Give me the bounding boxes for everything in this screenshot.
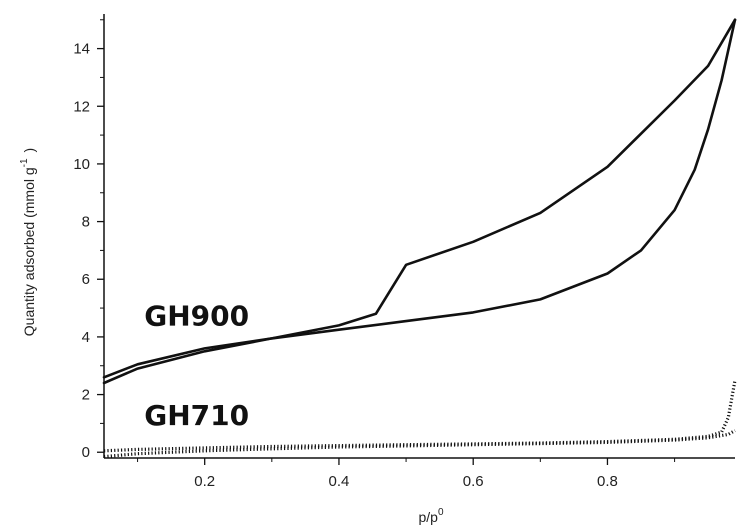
x-tick-label: 0.2 <box>194 473 215 490</box>
y-tick-label: 8 <box>82 214 90 231</box>
y-tick-label: 0 <box>82 444 90 461</box>
gh900-adsorption-line <box>102 18 737 385</box>
x-tick-label: 0.4 <box>329 473 350 490</box>
x-ticks: 0.2 0.4 0.6 0.8 <box>137 458 676 490</box>
gh900-label: GH900 <box>144 299 249 332</box>
y-tick-label: 6 <box>82 271 90 288</box>
axes <box>103 14 735 459</box>
x-tick-label: 0.8 <box>597 473 618 490</box>
x-tick-label: 0.6 <box>463 473 484 490</box>
gh710-desorption-line <box>103 379 737 453</box>
gh710-adsorption-line <box>103 429 736 459</box>
x-axis-label: p/p0 <box>418 507 443 525</box>
annotation-layer: GH900 GH710 <box>144 299 249 431</box>
gh900-desorption-line <box>102 18 737 379</box>
y-tick-label: 14 <box>73 41 90 58</box>
y-ticks: 0 2 4 6 8 10 12 14 <box>73 19 104 461</box>
y-tick-label: 2 <box>82 387 90 404</box>
y-axis-label: Quantity adsorbed (mmol g-1) <box>19 148 37 336</box>
y-tick-label: 10 <box>73 156 90 173</box>
gh710-label: GH710 <box>144 399 249 432</box>
y-tick-label: 12 <box>73 98 90 115</box>
series-layer <box>102 18 737 459</box>
y-tick-label: 4 <box>82 329 90 346</box>
